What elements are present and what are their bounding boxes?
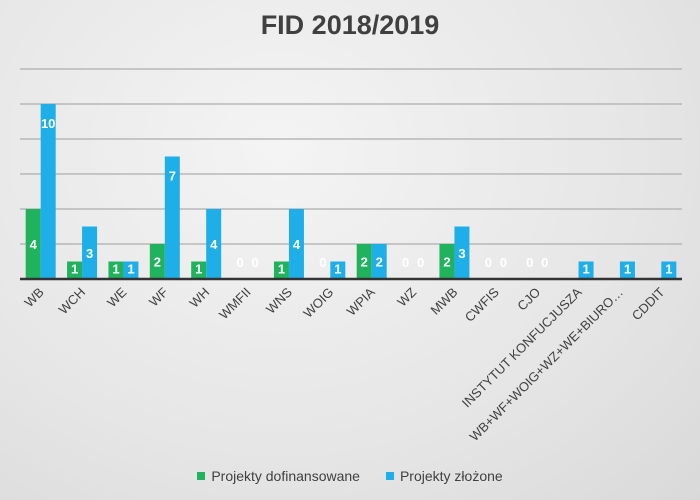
data-label: 0 <box>319 255 326 270</box>
category-label: WE <box>104 284 130 310</box>
bar <box>371 244 387 279</box>
category-label: CJO <box>514 285 543 314</box>
data-label: 2 <box>154 255 161 270</box>
data-label: 1 <box>112 262 119 277</box>
legend-swatch <box>197 472 206 480</box>
data-label: 1 <box>71 262 78 277</box>
data-label: 0 <box>417 255 424 270</box>
legend-label: Projekty złożone <box>399 468 503 484</box>
bar <box>123 261 139 279</box>
category-label: WOIG <box>300 285 336 321</box>
data-label: 4 <box>210 237 218 252</box>
category-label: WF <box>146 284 171 309</box>
bar <box>191 261 207 279</box>
bar <box>439 244 455 279</box>
bar <box>149 244 165 279</box>
legend-swatch <box>385 472 394 480</box>
category-label: WNS <box>263 284 295 316</box>
bar <box>108 261 124 279</box>
category-label: WMFII <box>216 285 254 323</box>
data-label: 10 <box>41 116 55 131</box>
data-label: 0 <box>541 255 548 270</box>
bar <box>330 261 346 279</box>
data-label: 7 <box>169 169 176 184</box>
bar <box>40 104 56 279</box>
bar <box>206 209 222 279</box>
bar <box>454 226 470 279</box>
category-label: CDDIT <box>629 284 668 323</box>
category-label: MWB <box>427 285 460 318</box>
legend: Projekty dofinansowane Projekty złożone <box>0 468 700 484</box>
data-label: 3 <box>458 246 465 261</box>
data-label: 1 <box>127 262 134 277</box>
bar <box>273 261 289 279</box>
category-label: WH <box>186 285 212 311</box>
legend-item-funded: Projekty dofinansowane <box>197 468 360 484</box>
data-label: 0 <box>236 255 243 270</box>
legend-item-submitted: Projekty złożone <box>385 468 503 484</box>
data-label: 0 <box>526 255 533 270</box>
bar <box>661 261 677 279</box>
bar <box>67 261 83 279</box>
bar <box>288 209 304 279</box>
data-label: 1 <box>195 262 202 277</box>
data-label: 0 <box>251 255 258 270</box>
category-label: WB <box>21 285 46 310</box>
data-label: 1 <box>278 262 285 277</box>
bar <box>619 261 635 279</box>
category-label: WZ <box>394 284 419 309</box>
data-label: 0 <box>402 255 409 270</box>
category-label: WPIA <box>344 284 378 318</box>
data-label: 1 <box>665 262 672 277</box>
data-label: 3 <box>86 246 93 261</box>
category-label: WB+WF+WOIG+WZ+WE+BIURO… <box>467 285 626 444</box>
data-label: 0 <box>500 255 507 270</box>
bar <box>82 226 98 279</box>
data-label: 4 <box>30 237 38 252</box>
data-label: 1 <box>334 262 341 277</box>
data-label: 2 <box>443 255 450 270</box>
legend-label: Projekty dofinansowane <box>211 468 360 484</box>
category-label: WCH <box>56 285 89 318</box>
data-label: 0 <box>485 255 492 270</box>
category-label: CWFIS <box>462 284 502 324</box>
data-label: 1 <box>624 262 631 277</box>
data-label: 1 <box>582 262 589 277</box>
bar <box>578 261 594 279</box>
chart-title: FID 2018/2019 <box>260 10 440 40</box>
bar <box>25 209 41 279</box>
bar <box>356 244 372 279</box>
bar <box>164 156 180 279</box>
data-label: 4 <box>293 237 301 252</box>
data-label: 2 <box>376 255 383 270</box>
data-label: 2 <box>361 255 368 270</box>
